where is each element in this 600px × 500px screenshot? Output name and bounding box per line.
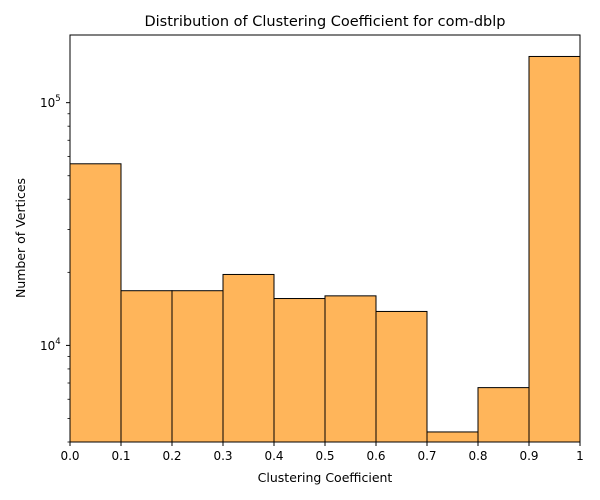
y-tick-label-exponent: 5 [55,94,60,104]
y-tick-label-base: 10 [40,339,55,353]
x-tick-label: 1 [576,449,584,463]
y-axis-label: Number of Vertices [13,178,28,298]
histogram-bar-6 [375,310,428,443]
axes-frame [69,34,581,443]
x-tick-label: 0.9 [519,449,538,463]
histogram-bar-7 [426,431,479,443]
histogram-bar-0 [69,163,122,443]
x-axis-label: Clustering Coefficient [258,470,393,485]
bars-group [69,55,581,443]
y-tick-label-base: 10 [40,96,55,110]
histogram-bar-8 [477,387,530,443]
y-tick-label-exponent: 4 [55,337,60,347]
histogram-bar-2 [171,290,224,443]
chart-title: Distribution of Clustering Coefficient f… [144,14,505,30]
histogram-bar-3 [222,273,275,443]
x-tick-label: 0.0 [60,449,79,463]
x-tick-label: 0.5 [315,449,334,463]
x-tick-label: 0.1 [111,449,130,463]
histogram-bar-9 [528,55,581,443]
histogram-bar-4 [273,298,326,443]
histogram-bar-5 [324,295,377,443]
histogram-bar-1 [120,290,173,443]
y-tick-label: 105 [40,94,61,110]
x-tick-label: 0.2 [162,449,181,463]
x-tick-label: 0.7 [417,449,436,463]
x-tick-label: 0.6 [366,449,385,463]
x-tick-label: 0.8 [468,449,487,463]
x-tick-label: 0.3 [213,449,232,463]
x-tick-label: 0.4 [264,449,283,463]
y-tick-label: 104 [40,337,61,353]
x-ticks-group: 0.0 0.1 0.2 0.3 0.4 0.5 0.6 0.7 0.8 0.9 1 [60,442,584,463]
